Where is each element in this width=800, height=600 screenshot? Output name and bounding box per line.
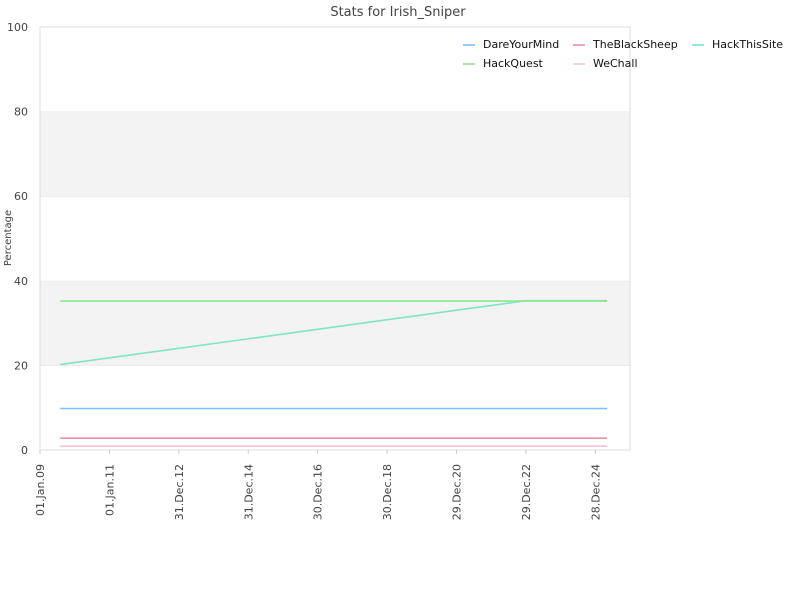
legend-entry: DareYourMind [483,38,559,51]
y-tick-label: 100 [7,21,28,34]
grid-band [40,111,630,197]
legend: DareYourMind TheBlackSheep HackThisSite Hac… [463,38,783,70]
x-tick-label: 01.Jan.11 [103,464,116,516]
legend-entry: WeChall [593,57,638,70]
x-axis: 01.Jan.09 01.Jan.11 31.Dec.12 31.Dec.14 30.D… [34,450,602,520]
y-tick-label: 80 [14,106,28,119]
legend-entry: HackThisSite [712,38,783,51]
x-tick-label: 01.Jan.09 [34,464,47,516]
x-tick-label: 31.Dec.14 [242,464,255,520]
legend-entry: HackQuest [483,57,544,70]
x-tick-label: 29.Dec.22 [520,464,533,520]
grid-band [40,27,630,112]
y-axis: 0 20 40 60 80 100 [7,21,28,457]
y-tick-label: 20 [14,359,28,372]
series-lines [60,299,608,448]
legend-entry: TheBlackSheep [592,38,678,51]
x-tick-label: 31.Dec.12 [173,464,186,520]
plot-area-border [39,26,631,451]
x-tick-label: 30.Dec.16 [312,464,325,520]
x-tick-label: 30.Dec.18 [381,464,394,520]
x-tick-label: 29.Dec.20 [451,464,464,520]
grid-band [40,280,630,366]
grid-band [40,196,630,281]
grid-bands [40,26,630,450]
y-tick-label: 40 [14,275,28,288]
y-axis-label: Percentage [3,210,14,266]
y-tick-label: 0 [21,444,28,457]
y-tick-label: 60 [14,190,28,203]
chart-title: Stats for Irish_Sniper [330,5,466,20]
x-tick-label: 28.Dec.24 [589,464,602,520]
